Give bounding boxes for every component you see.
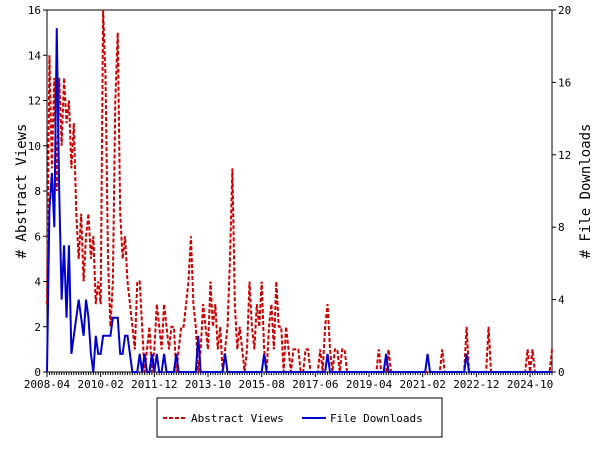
x-tick-label: 2021-02 xyxy=(400,378,446,391)
y2-tick-label: 16 xyxy=(558,76,571,89)
y-tick-label: 6 xyxy=(34,230,41,243)
y-tick-label: 10 xyxy=(28,140,41,153)
y-tick-label: 12 xyxy=(28,95,41,108)
y-tick-label: 16 xyxy=(28,4,41,17)
legend-label: Abstract Views xyxy=(191,412,284,425)
y2-tick-label: 0 xyxy=(558,366,565,379)
y-tick-label: 14 xyxy=(28,49,42,62)
series-line xyxy=(46,28,552,373)
y-tick-label: 2 xyxy=(34,321,41,334)
x-tick-label: 2015-08 xyxy=(239,378,285,391)
x-tick-label: 2011-12 xyxy=(131,378,177,391)
y2-tick-label: 12 xyxy=(558,149,571,162)
y-tick-label: 8 xyxy=(34,185,41,198)
x-tick-label: 2008-04 xyxy=(24,378,71,391)
series-line xyxy=(46,9,553,373)
y2-axis-label: # File Downloads xyxy=(578,124,594,259)
plot-frame xyxy=(46,9,553,373)
legend xyxy=(156,397,443,438)
x-tick-label: 2017-06 xyxy=(292,378,338,391)
x-tick-label: 2013-10 xyxy=(185,378,231,391)
x-tick-label: 2010-02 xyxy=(77,378,123,391)
y2-tick-label: 20 xyxy=(558,4,571,17)
y-tick-label: 0 xyxy=(34,366,41,379)
y2-tick-label: 8 xyxy=(558,221,565,234)
legend-label: File Downloads xyxy=(330,412,423,425)
x-tick-label: 2022-12 xyxy=(453,378,499,391)
y-axis-label: # Abstract Views xyxy=(14,124,30,259)
x-tick-label: 2024-10 xyxy=(507,378,553,391)
y2-tick-label: 4 xyxy=(558,294,565,307)
x-tick-label: 2019-04 xyxy=(346,378,393,391)
y-tick-label: 4 xyxy=(34,276,41,289)
